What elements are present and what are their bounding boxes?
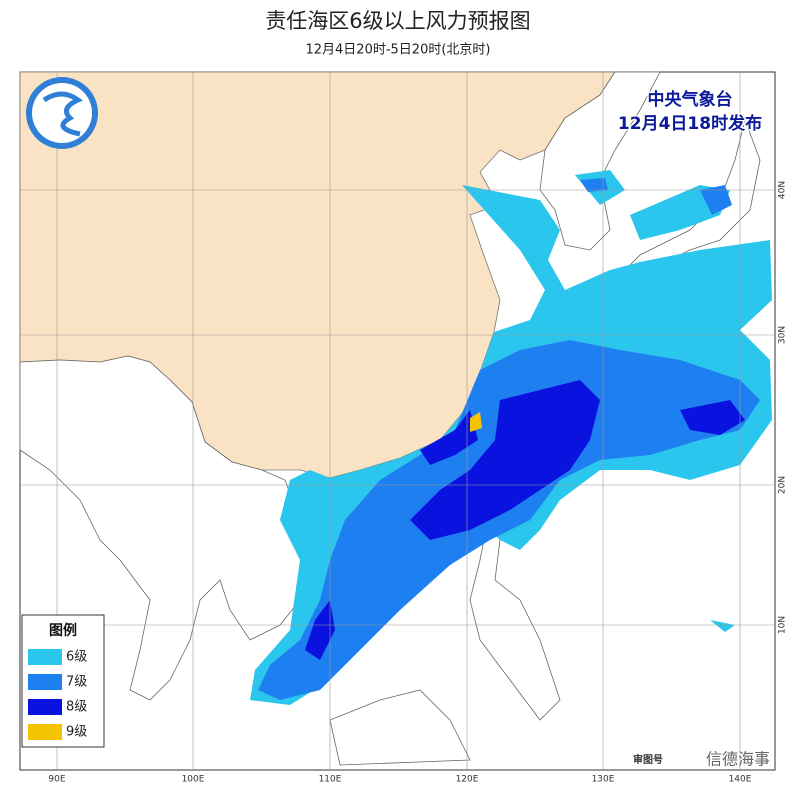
latitude-label: 30N	[778, 326, 788, 344]
legend-swatch	[28, 649, 62, 665]
longitude-label: 90E	[48, 775, 65, 785]
legend-swatch	[28, 674, 62, 690]
legend-label: 6级	[66, 650, 87, 665]
legend-swatch	[28, 724, 62, 740]
latitude-label: 20N	[778, 476, 788, 494]
latitude-label: 40N	[778, 181, 788, 199]
watermark: 信德海事	[706, 750, 770, 769]
map-area: 中央气象台 12月4日18时发布 图例 6级 7级 8级 9级 审图号 信德海事	[19, 71, 776, 771]
latitude-labels: 40N 30N 20N 10N	[778, 181, 788, 634]
longitude-label: 140E	[729, 775, 752, 785]
longitude-label: 120E	[456, 775, 479, 785]
legend: 图例 6级 7级 8级 9级	[21, 614, 105, 748]
longitude-label: 100E	[182, 775, 205, 785]
issuer-name: 中央气象台	[648, 89, 733, 110]
longitude-labels: 90E 100E 110E 120E 130E 140E	[48, 775, 751, 785]
legend-label: 9级	[66, 725, 87, 740]
land-indochina	[19, 355, 311, 701]
title: 责任海区6级以上风力预报图	[265, 9, 530, 33]
subtitle: 12月4日20时-5日20时(北京时)	[305, 43, 490, 58]
wind-zone-8	[305, 380, 745, 660]
longitude-label: 130E	[592, 775, 615, 785]
land-korea	[539, 71, 661, 251]
legend-label: 7级	[66, 675, 87, 690]
land-borneo	[329, 689, 471, 766]
map-number: 审图号	[633, 753, 663, 766]
latitude-label: 10N	[778, 616, 788, 634]
legend-title: 图例	[49, 622, 77, 639]
legend-label: 8级	[66, 700, 87, 715]
logo	[26, 77, 98, 149]
longitude-label: 110E	[319, 775, 342, 785]
issue-time: 12月4日18时发布	[618, 113, 762, 134]
wind-zone-9	[470, 412, 482, 432]
land-philippines	[469, 508, 561, 721]
legend-swatch	[28, 699, 62, 715]
